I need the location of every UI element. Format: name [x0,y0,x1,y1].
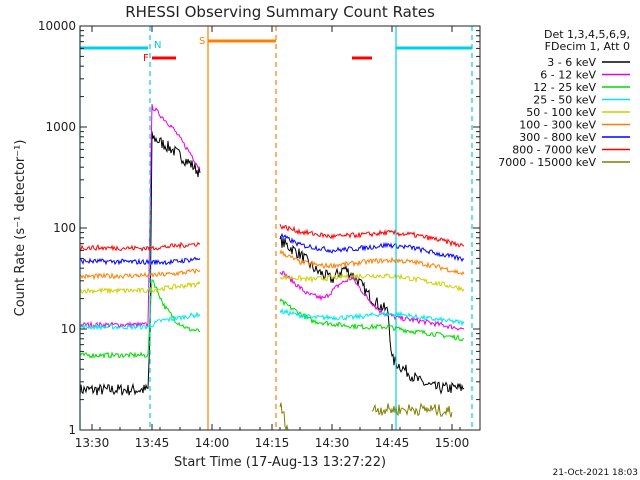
legend-entry-label-8: 7000 - 15000 keV [498,156,596,169]
series-line-2-seg-1 [279,297,465,342]
legend-entry-label-7: 800 - 7000 keV [512,144,596,157]
y-axis-label: Count Rate (s⁻¹ detector⁻¹) [13,140,28,317]
series-line-1-seg-0 [79,104,201,330]
series-line-5-seg-1 [279,249,465,276]
series-line-2-seg-0 [79,279,201,359]
legend-entry-label-1: 6 - 12 keV [540,69,596,82]
series-line-6-seg-0 [79,256,201,266]
legend-entry-label-4: 50 - 100 keV [526,106,596,119]
plot-area: NF S [79,26,473,431]
y-tick-label-2: 100 [53,221,76,235]
y-tick-label-4: 10000 [38,19,76,33]
legend-entry-label-3: 25 - 50 keV [533,94,596,107]
legend: Det 1,3,4,5,6,9,FDecim 1, Att 0 3 - 6 keV… [498,28,630,169]
legend-entry-label-6: 300 - 800 keV [519,131,596,144]
x-tick-label-3: 14:15 [255,436,290,450]
x-tick-label-4: 14:30 [315,436,350,450]
series-line-4-seg-1 [279,272,465,293]
x-tick-label-5: 14:45 [375,436,410,450]
series-line-8-seg-1 [371,402,453,418]
series-line-3-seg-1 [279,307,465,327]
y-tick-label-1: 10 [61,322,76,336]
plot-frame [79,25,481,431]
y-tick-label-3: 1000 [45,120,76,134]
y-tick-label-0: 1 [68,423,76,437]
x-tick-label-2: 14:00 [195,436,230,450]
series-line-7-seg-0 [79,241,201,252]
series-line-3-seg-0 [79,312,201,332]
x-tick-label-0: 13:30 [75,436,110,450]
series-line-5-seg-0 [79,268,201,281]
series-line-7-seg-1 [279,224,465,248]
footer-timestamp: 21-Oct-2021 18:03 [553,468,638,478]
legend-entry-label-5: 100 - 300 keV [519,119,596,132]
x-axis-label: Start Time (17-Aug-13 13:27:22) [174,455,386,470]
chart-title: RHESSI Observing Summary Count Rates [125,3,435,21]
legend-header-0: Det 1,3,4,5,6,9, [544,28,630,41]
legend-entry-label-0: 3 - 6 keV [547,56,596,69]
interval-label-N: N [154,40,161,51]
x-tick-label-1: 13:45 [135,436,170,450]
interval-label-S: S [199,36,205,47]
interval-label-F: F [143,53,149,64]
x-tick-label-6: 15:00 [435,436,470,450]
series-line-4-seg-0 [79,280,201,295]
series-line-6-seg-1 [279,232,465,263]
series-line-1-seg-1 [279,270,465,331]
series-line-0-seg-1 [279,236,465,395]
axes: 13:30 13:45 14:00 14:15 14:30 14:45 15:00 1 10 10… [38,19,481,450]
series-line-8-seg-0 [279,402,289,431]
legend-entry-label-2: 12 - 25 keV [533,81,596,94]
legend-header-1: FDecim 1, Att 0 [545,40,630,53]
series-line-0-seg-0 [79,131,201,396]
